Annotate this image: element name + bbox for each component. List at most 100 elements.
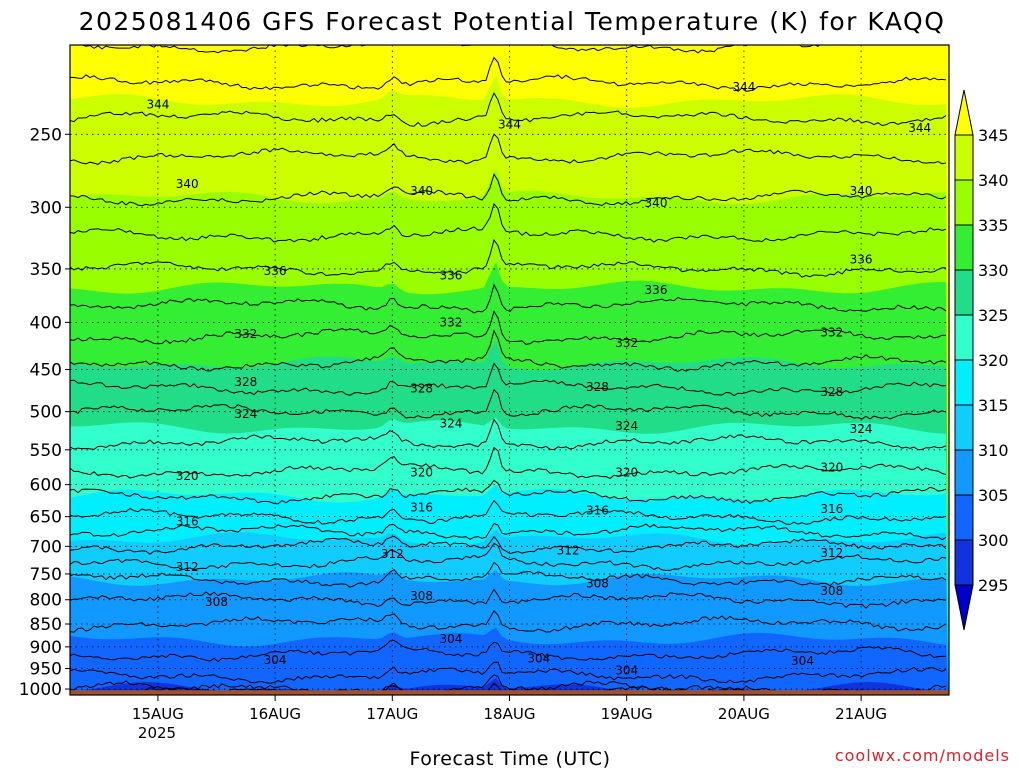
contour-308	[70, 588, 947, 609]
colorbar-cell-295	[954, 539, 974, 586]
ground-fill	[70, 690, 949, 695]
contour-label-324: 324	[850, 422, 873, 436]
contour-label-344: 344	[498, 118, 521, 132]
contour-label-312: 312	[381, 547, 404, 561]
contour-304	[70, 639, 947, 663]
y-tick-label-250: 250	[30, 125, 62, 145]
y-tick-label-350: 350	[30, 260, 62, 280]
contour-label-304: 304	[791, 654, 814, 668]
contour-label-328: 328	[586, 380, 609, 394]
colorbar-tick-325: 325	[978, 306, 1009, 325]
colorbar-tick-315: 315	[978, 396, 1009, 415]
contour-label-304: 304	[615, 664, 638, 678]
contour-label-304: 304	[439, 632, 462, 646]
y-tick-label-600: 600	[30, 476, 62, 496]
x-axis-year: 2025	[138, 724, 176, 742]
contour-label-316: 316	[176, 515, 199, 529]
contour-label-332: 332	[439, 315, 462, 329]
contour-label-340: 340	[410, 184, 433, 198]
contour-328	[70, 362, 947, 397]
ground-strip	[70, 690, 949, 695]
contour-322	[70, 446, 947, 480]
colorbar-cell-305	[954, 449, 974, 496]
contour-label-324: 324	[234, 407, 257, 421]
contour-label-344: 344	[732, 80, 755, 94]
contour-324	[70, 418, 947, 451]
contour-label-320: 320	[176, 469, 199, 483]
colorbar-tick-335: 335	[978, 216, 1009, 235]
credit-text: coolwx.com/models	[835, 746, 1010, 765]
y-tick-label-300: 300	[30, 198, 62, 218]
contour-314	[70, 535, 947, 555]
contour-label-324: 324	[615, 419, 638, 433]
contour-label-312: 312	[820, 546, 843, 560]
contour-label-340: 340	[176, 177, 199, 191]
y-tick-label-650: 650	[30, 508, 62, 528]
contour-label-320: 320	[820, 461, 843, 475]
contour-label-328: 328	[410, 382, 433, 396]
contour-label-324: 324	[439, 416, 462, 430]
contour-label-336: 336	[439, 269, 462, 283]
colorbar-cell-310	[954, 404, 974, 451]
y-tick-label-900: 900	[30, 638, 62, 658]
contour-334	[70, 283, 947, 314]
colorbar-cell-340	[954, 134, 974, 181]
plot-area	[70, 45, 949, 695]
contour-label-308: 308	[410, 589, 433, 603]
x-axis: 15AUG 16AUG 17AUG 18AUG 19AUG 20AUG 21AUG	[132, 695, 887, 723]
grid-lines	[70, 45, 949, 695]
x-tick-label-16AUG: 16AUG	[249, 705, 301, 723]
x-tick-label-17AUG: 17AUG	[366, 705, 418, 723]
colorbar-cell-345	[954, 89, 974, 136]
contour-label-340: 340	[850, 184, 873, 198]
contour-label-308: 308	[205, 595, 228, 609]
colorbar-cell-290	[954, 584, 974, 631]
colorbar-cell-330	[954, 224, 974, 271]
y-tick-label-450: 450	[30, 361, 62, 381]
contour-label-332: 332	[234, 327, 257, 341]
contour-label-312: 312	[557, 543, 580, 557]
contour-326	[70, 388, 947, 420]
contour-label-312: 312	[176, 560, 199, 574]
contour-label-320: 320	[410, 465, 433, 479]
contour-336	[70, 238, 947, 278]
contour-label-304: 304	[264, 653, 287, 667]
contour-label-344: 344	[908, 121, 931, 135]
y-tick-label-850: 850	[30, 615, 62, 635]
contour-label-340: 340	[645, 196, 668, 210]
y-tick-label-400: 400	[30, 313, 62, 333]
contour-340	[70, 172, 947, 207]
contour-label-316: 316	[820, 502, 843, 516]
contour-lines	[70, 45, 947, 695]
x-tick-label-19AUG: 19AUG	[601, 705, 653, 723]
chart-title: 2025081406 GFS Forecast Potential Temper…	[79, 7, 946, 36]
contour-310	[70, 561, 947, 588]
colorbar-cell-320	[954, 314, 974, 361]
contour-label-304: 304	[527, 652, 550, 666]
contour-label-316: 316	[586, 503, 609, 517]
contour-label-336: 336	[264, 264, 287, 278]
y-tick-label-950: 950	[30, 660, 62, 680]
contour-label-336: 336	[850, 253, 873, 267]
y-tick-label-550: 550	[30, 441, 62, 461]
y-tick-label-700: 700	[30, 537, 62, 557]
y-tick-label-750: 750	[30, 565, 62, 585]
contour-label-316: 316	[410, 500, 433, 514]
contour-320	[70, 479, 947, 505]
colorbar: 345 340 335 330 325 320 315 310 305 300 295	[954, 89, 1009, 631]
contour-label-328: 328	[820, 385, 843, 399]
contour-316	[70, 522, 947, 541]
contour-346	[70, 56, 947, 93]
contour-342	[70, 133, 947, 165]
contour-302	[70, 661, 947, 684]
x-tick-label-20AUG: 20AUG	[718, 705, 770, 723]
contour-label-308: 308	[586, 576, 609, 590]
x-tick-label-18AUG: 18AUG	[484, 705, 536, 723]
colorbar-tick-305: 305	[978, 486, 1009, 505]
contour-labels: 344 344 344 344 340 340 340 340 336 336 336 336 332 3…	[146, 80, 931, 678]
contour-label-332: 332	[820, 325, 843, 339]
contour-318	[70, 499, 947, 525]
colorbar-cell-300	[954, 494, 974, 541]
y-tick-label-800: 800	[30, 591, 62, 611]
